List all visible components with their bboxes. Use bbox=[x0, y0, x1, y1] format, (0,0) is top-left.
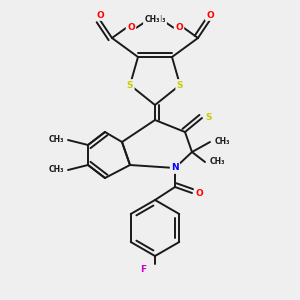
Text: CH₃: CH₃ bbox=[48, 136, 64, 145]
Text: S: S bbox=[177, 80, 183, 89]
Text: S: S bbox=[206, 113, 212, 122]
Text: O: O bbox=[206, 11, 214, 20]
Text: O: O bbox=[127, 23, 135, 32]
Text: CH₃: CH₃ bbox=[150, 16, 166, 25]
Text: CH₃: CH₃ bbox=[48, 166, 64, 175]
Text: O: O bbox=[175, 23, 183, 32]
Text: F: F bbox=[140, 266, 146, 274]
Text: CH₃: CH₃ bbox=[144, 16, 160, 25]
Text: N: N bbox=[171, 164, 179, 172]
Text: S: S bbox=[127, 80, 133, 89]
Text: O: O bbox=[195, 188, 203, 197]
Text: O: O bbox=[96, 11, 104, 20]
Text: CH₃: CH₃ bbox=[214, 137, 230, 146]
Text: CH₃: CH₃ bbox=[209, 158, 225, 166]
